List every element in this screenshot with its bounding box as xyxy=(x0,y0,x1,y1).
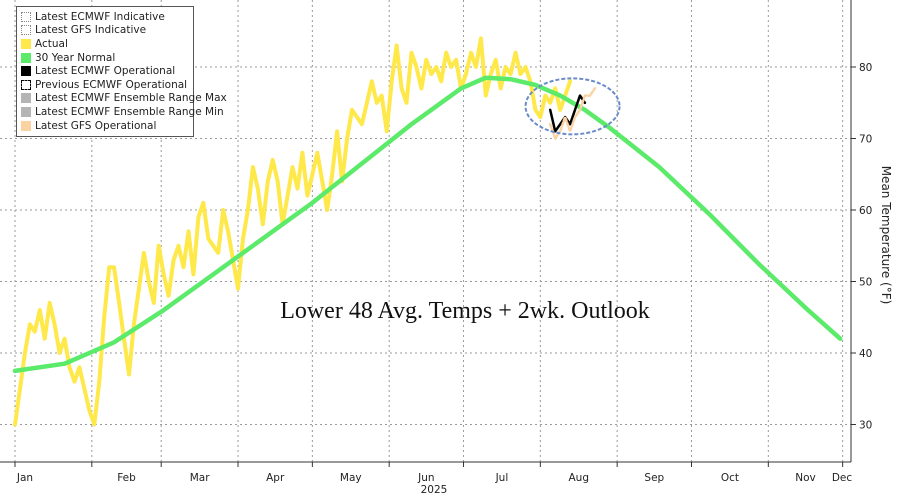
x-tick-label: Feb xyxy=(117,472,136,484)
legend-swatch xyxy=(21,79,31,90)
y-tick-label: 50 xyxy=(859,277,872,289)
legend-label: 30 Year Normal xyxy=(35,51,116,64)
x-axis-ticks: Jan Feb Mar Apr May Jun Jul Aug Sep Oct Nov Dec xyxy=(14,462,853,484)
legend-swatch xyxy=(21,38,31,49)
legend-label: Latest ECMWF Indicative xyxy=(35,10,165,23)
y-tick-label: 40 xyxy=(859,348,872,360)
y-tick-label: 60 xyxy=(859,205,872,217)
legend-item: Previous ECMWF Operational xyxy=(21,78,189,92)
legend-swatch xyxy=(21,120,31,131)
chart-legend: Latest ECMWF Indicative Latest GFS Indica… xyxy=(16,6,227,138)
legend-swatch xyxy=(21,93,31,104)
y-tick-label: 30 xyxy=(859,420,872,432)
y-tick-label: 70 xyxy=(859,134,872,146)
x-axis-year-label: 2025 xyxy=(421,484,448,496)
forecast-highlight-ellipse xyxy=(524,77,621,136)
y-axis-ticks: 30 40 50 60 70 80 xyxy=(851,62,872,432)
legend-label: Latest ECMWF Operational xyxy=(35,65,176,78)
x-tick-label: Jun xyxy=(417,472,434,484)
legend-label: Latest GFS Indicative xyxy=(35,24,147,37)
legend-swatch xyxy=(21,52,31,63)
chart-title: Lower 48 Avg. Temps + 2wk. Outlook xyxy=(280,298,650,324)
legend-item: Latest GFS Indicative xyxy=(21,24,189,38)
series-actual xyxy=(13,36,573,427)
x-tick-label: Oct xyxy=(721,472,739,484)
x-tick-label: Dec xyxy=(832,472,853,484)
legend-swatch xyxy=(21,25,31,36)
legend-item: Latest ECMWF Ensemble Range Max xyxy=(21,92,227,106)
legend-label: Latest GFS Operational xyxy=(35,119,157,132)
legend-swatch xyxy=(21,106,31,117)
legend-item: Latest ECMWF Operational xyxy=(21,64,189,78)
y-axis-title: Mean Temperature (°F) xyxy=(879,166,893,305)
legend-swatch xyxy=(21,11,31,22)
x-tick-label: Jan xyxy=(16,472,33,484)
x-tick-label: Mar xyxy=(190,472,210,484)
x-tick-label: Apr xyxy=(266,472,285,484)
legend-item: Latest GFS Operational xyxy=(21,119,189,133)
x-tick-label: Nov xyxy=(795,472,816,484)
legend-label: Previous ECMWF Operational xyxy=(35,78,188,91)
y-tick-label: 80 xyxy=(859,62,872,74)
series-30-year-normal xyxy=(12,75,843,374)
x-tick-label: May xyxy=(340,472,362,484)
legend-item: Latest ECMWF Indicative xyxy=(21,10,189,24)
x-tick-label: Jul xyxy=(495,472,509,484)
x-tick-label: Sep xyxy=(644,472,664,484)
x-tick-label: Aug xyxy=(568,472,589,484)
legend-swatch xyxy=(21,66,31,77)
series-layer xyxy=(12,36,843,427)
legend-label: Actual xyxy=(35,37,68,50)
legend-label: Latest ECMWF Ensemble Range Min xyxy=(35,105,224,118)
legend-label: Latest ECMWF Ensemble Range Max xyxy=(35,92,227,105)
legend-item: Actual xyxy=(21,37,189,51)
legend-item: Latest ECMWF Ensemble Range Min xyxy=(21,105,224,119)
legend-item: 30 Year Normal xyxy=(21,51,189,65)
series-latest-gfs-operational xyxy=(548,87,597,140)
